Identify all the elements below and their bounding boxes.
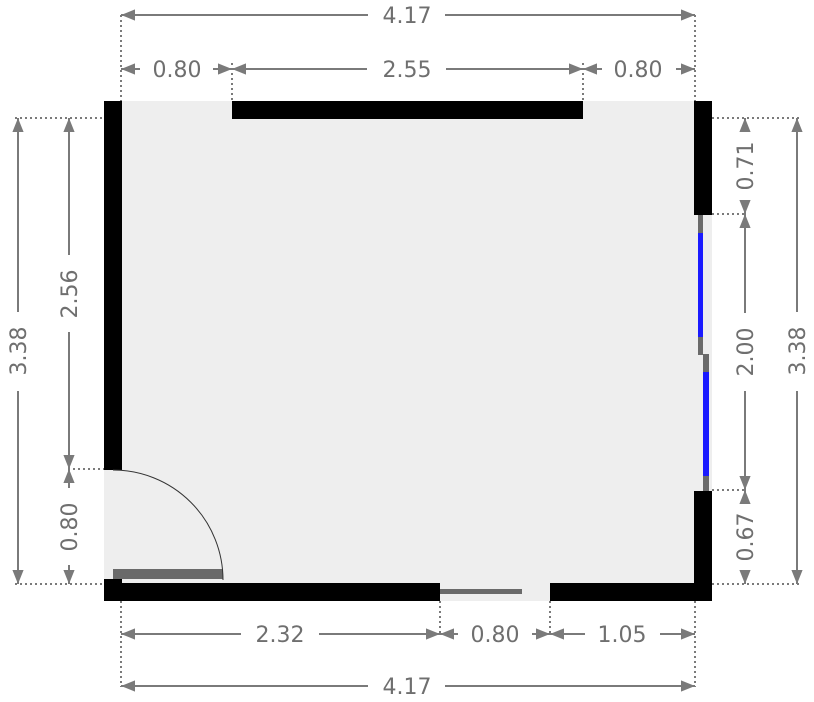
dim-bottom-left-wall-label: 2.32 <box>256 623 305 648</box>
dim-top-left-opening-label: 0.80 <box>153 58 202 83</box>
dim-right-upper-wall-label: 0.71 <box>734 142 759 191</box>
dim-bottom-right-wall-label: 1.05 <box>598 623 647 648</box>
wall-bottom-left <box>104 583 440 601</box>
window-frame-bottom <box>703 476 709 491</box>
bottom-door-panel <box>440 589 522 594</box>
wall-bottom-right <box>550 583 712 601</box>
dim-bottom-door-label: 0.80 <box>471 623 520 648</box>
left-door-swing <box>112 469 224 581</box>
dim-left-door-label: 0.80 <box>58 503 83 552</box>
dim-right-total-label: 3.38 <box>786 327 811 376</box>
dim-right-window-label: 2.00 <box>734 328 759 377</box>
window-frame-mid-2 <box>703 354 709 372</box>
walls <box>104 101 712 601</box>
dim-top-total: 4.17 <box>121 4 695 29</box>
dim-top-right-opening-label: 0.80 <box>614 58 663 83</box>
dim-right-lower-wall: 0.67 <box>734 490 759 584</box>
dim-top-wall: 2.55 <box>232 58 583 83</box>
dim-top-right-opening: 0.80 <box>583 58 695 83</box>
dim-left-door: 0.80 <box>58 469 83 584</box>
right-window <box>698 215 709 491</box>
dim-bottom-total: 4.17 <box>121 675 695 700</box>
dim-top-total-label: 4.17 <box>383 4 432 29</box>
wall-right-lower <box>694 491 712 601</box>
dim-bottom-total-label: 4.17 <box>383 675 432 700</box>
dim-bottom-left-wall: 2.32 <box>121 623 440 648</box>
window-frame-top <box>698 215 703 233</box>
extension-lines <box>15 15 800 687</box>
dim-top-left-opening: 0.80 <box>121 58 232 83</box>
left-door <box>112 469 224 581</box>
dim-top-wall-label: 2.55 <box>383 58 432 83</box>
wall-right-upper <box>694 101 712 215</box>
dim-right-window: 2.00 <box>734 214 759 490</box>
window-pane-upper <box>698 233 703 337</box>
dim-right-lower-wall-label: 0.67 <box>734 513 759 562</box>
dim-left-total-label: 3.38 <box>7 327 32 376</box>
dim-left-wall: 2.56 <box>58 118 83 469</box>
window-frame-mid-1 <box>698 337 703 355</box>
dim-left-total: 3.38 <box>7 118 32 584</box>
room-floor <box>104 101 712 601</box>
wall-top-center <box>232 101 583 119</box>
left-door-leaf <box>113 569 223 579</box>
wall-left <box>104 101 122 470</box>
dim-right-upper-wall: 0.71 <box>734 118 759 214</box>
dim-left-wall-label: 2.56 <box>58 270 83 319</box>
dim-bottom-right-wall: 1.05 <box>550 623 695 648</box>
window-pane-lower <box>703 372 709 476</box>
wall-bottom-left-corner <box>104 579 122 601</box>
dim-right-total: 3.38 <box>786 118 811 584</box>
dim-bottom-door: 0.80 <box>440 623 550 648</box>
